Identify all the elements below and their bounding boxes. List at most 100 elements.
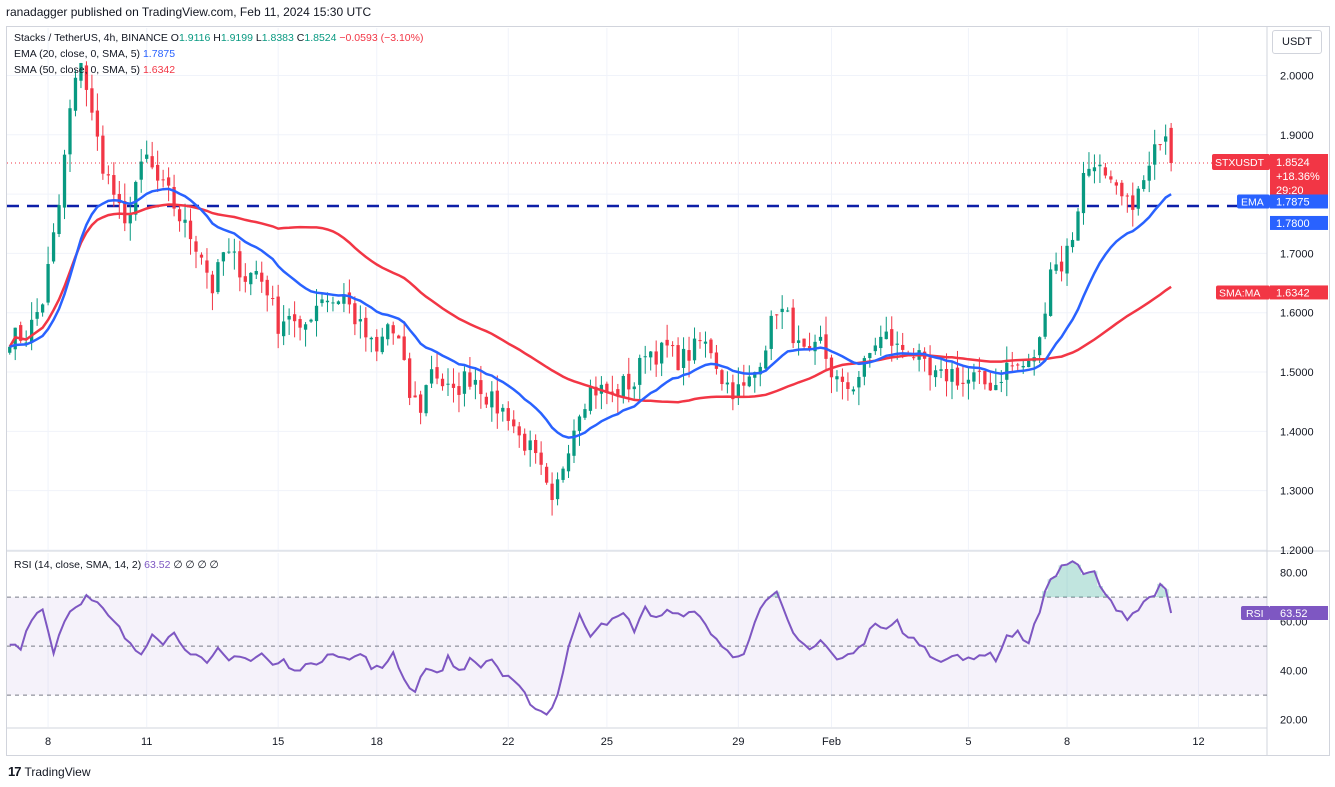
legend-symbol: Stacks / TetherUS, 4h, BINANCE <box>14 32 168 44</box>
candle-body <box>632 386 636 390</box>
candle-body <box>796 340 801 343</box>
candle-body <box>40 304 45 313</box>
candle-body <box>544 466 549 483</box>
legend-sma-value: 1.6342 <box>142 64 176 76</box>
candle-body <box>512 419 516 427</box>
legend-rsi-extra: ∅ ∅ ∅ ∅ <box>173 559 219 571</box>
candle-body <box>161 179 165 181</box>
candle-body <box>1016 364 1020 366</box>
candle-body <box>703 341 708 344</box>
candle-body <box>1092 167 1097 172</box>
candle-body <box>123 201 127 224</box>
candle-body <box>24 342 28 344</box>
candle-body <box>1081 172 1086 214</box>
candle-body <box>462 371 467 394</box>
sma-value-label: 1.6342 <box>1276 287 1310 299</box>
ema-tag <box>1237 194 1270 209</box>
candle-body <box>413 395 417 398</box>
candle-body <box>68 108 72 155</box>
candle-body <box>19 325 23 341</box>
candle-body <box>408 358 412 398</box>
candle-body <box>725 382 730 385</box>
time-tick-label: 11 <box>141 736 152 748</box>
time-tick-label: 25 <box>601 736 613 748</box>
candle-body <box>1059 261 1064 272</box>
time-tick-label: 15 <box>272 736 284 748</box>
rsi-value-label: 63.52 <box>1280 608 1308 620</box>
candle-body <box>961 382 965 384</box>
candle-body <box>440 378 445 387</box>
candle-body <box>1098 164 1102 167</box>
candle-body <box>610 391 614 393</box>
candle-body <box>51 232 56 262</box>
last-price-tag <box>1270 154 1328 199</box>
candle-body <box>786 310 790 312</box>
footer-brand[interactable]: 17 TradingView <box>8 764 91 779</box>
rsi-line <box>9 560 1173 716</box>
candle-body <box>731 382 735 400</box>
time-tick-label: 12 <box>1192 736 1204 748</box>
support-value-tag <box>1270 215 1328 230</box>
candle-body <box>780 308 784 313</box>
candle-body <box>1048 269 1053 316</box>
candle-body <box>944 368 949 382</box>
time-tick-label: 18 <box>371 736 383 748</box>
candle-body <box>605 383 609 394</box>
ema-value-tag <box>1270 194 1328 209</box>
candle-body <box>895 343 899 345</box>
time-tick-label: 8 <box>1064 736 1070 748</box>
candle-body <box>698 340 702 342</box>
bar-countdown: 29:20 <box>1276 185 1304 197</box>
candle-body <box>90 88 94 113</box>
candle-body <box>79 63 83 81</box>
legend-rsi: RSI (14, close, SMA, 14, 2) 63.52 ∅ ∅ ∅ … <box>14 559 219 571</box>
candle-body <box>336 301 341 305</box>
legend-ema-value: 1.7875 <box>142 48 176 60</box>
candle-body <box>955 367 960 386</box>
time-tick-label: 22 <box>502 736 514 748</box>
currency-button[interactable]: USDT <box>1272 30 1322 54</box>
candle-body <box>807 346 812 350</box>
legend-rsi-value: 63.52 <box>144 559 171 571</box>
rsi-tag-label: RSI <box>1246 608 1264 620</box>
rsi-tag <box>1241 605 1270 620</box>
candle-body <box>243 276 247 282</box>
candle-body <box>901 344 905 350</box>
legend-ohlc: Stacks / TetherUS, 4h, BINANCE O1.9116 H… <box>14 32 423 44</box>
candle-body <box>840 376 845 382</box>
legend-close: 1.8524 <box>304 32 337 44</box>
candle-body <box>928 357 932 376</box>
candle-body <box>435 367 439 379</box>
candle-body <box>282 321 286 337</box>
candle-body <box>999 381 1003 383</box>
candle-body <box>205 260 209 273</box>
candle-body <box>380 336 384 353</box>
candle-body <box>523 433 527 451</box>
candle-body <box>468 372 472 387</box>
candle-body <box>621 375 625 399</box>
candle-body <box>572 430 576 456</box>
moving-averages <box>8 187 1172 439</box>
candlesticks <box>8 61 1173 516</box>
candle-body <box>1158 144 1162 146</box>
candle-body <box>802 338 806 347</box>
candle-body <box>714 352 719 369</box>
candle-body <box>692 338 697 361</box>
price-tick-label: 1.2000 <box>1280 545 1314 557</box>
candle-body <box>402 336 406 360</box>
legend-sma: SMA (50, close, 0, SMA, 5) 1.6342 <box>14 64 175 76</box>
candle-body <box>879 336 883 349</box>
candle-body <box>775 314 779 316</box>
candle-body <box>298 319 302 328</box>
candle-body <box>1114 182 1118 186</box>
sma-tag <box>1216 285 1270 300</box>
candle-body <box>35 312 39 319</box>
candle-body <box>106 174 110 176</box>
candle-body <box>1038 337 1042 356</box>
candle-body <box>1054 264 1058 271</box>
candle-body <box>857 376 861 388</box>
candle-body <box>720 370 724 385</box>
candle-body <box>292 314 297 322</box>
candle-body <box>1027 360 1031 368</box>
